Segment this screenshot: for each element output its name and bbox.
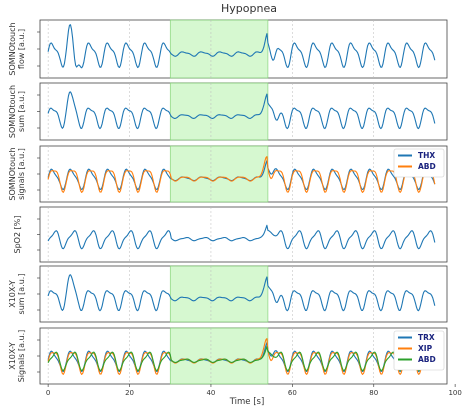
x-tick-label: 60 [288, 389, 297, 397]
x-tick-label: 0 [46, 389, 50, 397]
series-line-signal [47, 24, 436, 69]
y-axis-label-line: SOMNOtouch [8, 147, 17, 200]
hypopnea-shading [169, 19, 269, 79]
y-axis-label: SOMNOtouchsignals [a.u.] [8, 147, 26, 200]
series-line-abd [47, 156, 436, 193]
y-axis-label-line: X10X-Y [8, 280, 17, 308]
panel-6: X10X-YSignals [a.u.] TRX XIP ABD 0 20 40 60 80 10… [8, 327, 462, 397]
panel-2: SOMNOtouchsum [a.u.] [8, 82, 448, 141]
x-tick-label: 20 [125, 389, 134, 397]
legend: TRX XIP ABD [393, 330, 445, 371]
legend-label: TRX [418, 333, 435, 342]
series-line-signal [47, 274, 436, 312]
hypopnea-shading [169, 265, 269, 323]
y-axis-label-line: sum [a.u.] [17, 91, 26, 132]
legend-label: ABD [418, 162, 436, 171]
y-axis-label: SOMNOtouchsum [a.u.] [8, 85, 26, 138]
hypopnea-shading [169, 82, 269, 141]
series-line-signal [47, 224, 436, 250]
x-tick-label: 100 [448, 389, 461, 397]
legend: THX ABD [393, 148, 445, 178]
y-axis-label-line: SOMNOtouch [8, 22, 17, 75]
panel-3: SOMNOtouchsignals [a.u.] THX ABD [8, 145, 448, 203]
series-line-signal [47, 91, 436, 130]
legend-label: XIP [418, 344, 433, 353]
x-tick-label: 80 [369, 389, 378, 397]
y-axis-label-line: Signals [a.u.] [17, 330, 26, 383]
hypopnea-shading [169, 145, 269, 203]
y-axis-label: SOMNOtouchflow [a.u.] [8, 22, 26, 75]
plot-frame [39, 206, 448, 263]
y-axis-label-line: sum [a.u.] [17, 274, 26, 315]
hypopnea-shading [169, 327, 269, 385]
legend-label: ABD [418, 355, 436, 364]
y-axis-label: SpO2 [%] [13, 216, 22, 254]
y-axis-label-line: SOMNOtouch [8, 85, 17, 138]
figure-title: Hypopnea [221, 2, 277, 15]
legend-label: THX [418, 151, 435, 160]
y-axis-label-line: SpO2 [%] [13, 216, 22, 254]
series-line-abd [47, 346, 436, 372]
y-axis-label: X10X-Ysum [a.u.] [8, 274, 26, 315]
panels: SOMNOtouchflow [a.u.]SOMNOtouchsum [a.u.… [8, 19, 462, 397]
x-tick-label: 40 [206, 389, 215, 397]
panel-4: SpO2 [%] [13, 206, 448, 263]
y-axis-label-line: flow [a.u.] [17, 29, 26, 69]
y-axis-label: X10X-YSignals [a.u.] [8, 330, 26, 383]
y-axis-label-line: X10X-Y [8, 342, 17, 370]
panel-5: X10X-Ysum [a.u.] [8, 265, 448, 323]
panel-1: SOMNOtouchflow [a.u.] [8, 19, 448, 79]
y-axis-label-line: signals [a.u.] [17, 148, 26, 200]
x-axis-label: Time [s] [229, 397, 265, 407]
